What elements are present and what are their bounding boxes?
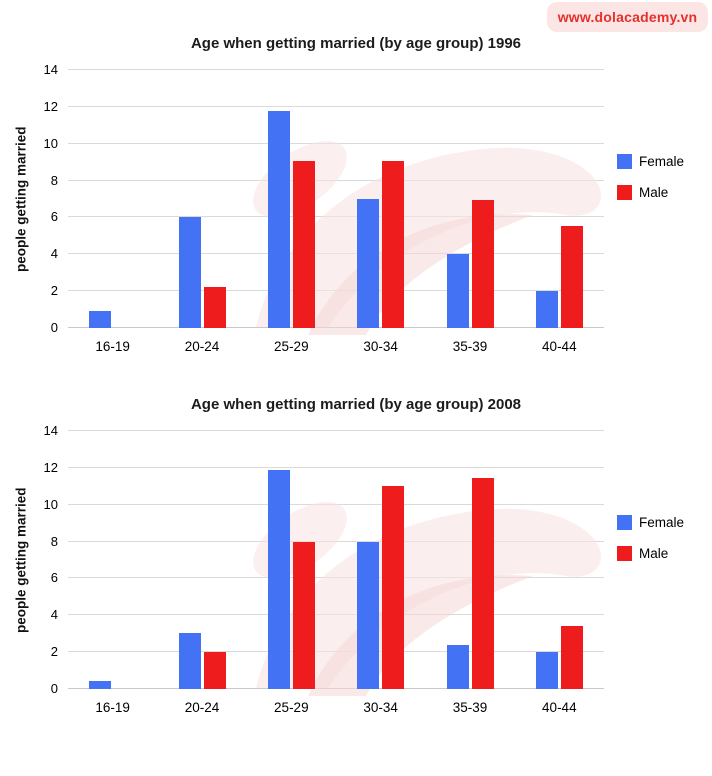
bar-female-40-44 (535, 652, 558, 689)
bar-female-40-44 (535, 291, 558, 328)
bar-male-25-29 (292, 161, 315, 328)
bar-female-30-34 (357, 541, 380, 689)
x-category-label: 16-19 (95, 339, 130, 354)
bar-female-35-39 (446, 644, 469, 689)
x-category-label: 20-24 (184, 339, 220, 354)
legend-item-female: Female (617, 154, 684, 169)
chart-title: Age when getting married (by age group) … (190, 396, 522, 413)
y-tick-label: 14 (43, 423, 58, 438)
bar-male-40-44 (560, 225, 583, 328)
watermark-badge: www.dolacademy.vn (547, 2, 708, 32)
bar-female-16-19 (89, 310, 112, 328)
y-tick-label: 10 (43, 135, 58, 151)
x-category-label: 30-34 (363, 339, 398, 354)
gridline (68, 105, 604, 107)
chart-title: Age when getting married (by age group) … (190, 35, 522, 52)
x-category-label: 40-44 (542, 339, 577, 354)
bar-male-40-44 (560, 626, 583, 689)
legend-item-male: Male (617, 185, 684, 200)
y-tick-label: 2 (50, 644, 58, 660)
y-tick-label: 12 (43, 459, 58, 475)
bar-female-25-29 (267, 469, 290, 689)
legend: Female Male (617, 515, 684, 577)
y-tick-label: 12 (43, 98, 58, 114)
x-category-label: 25-29 (274, 339, 309, 354)
gridline (68, 69, 604, 70)
y-tick-label: 2 (50, 283, 58, 299)
gridline (68, 466, 604, 468)
bar-female-20-24 (178, 632, 201, 689)
bar-female-16-19 (89, 680, 112, 689)
x-category-label: 16-19 (95, 700, 130, 715)
bar-female-20-24 (178, 217, 201, 328)
y-tick-label: 4 (50, 607, 58, 623)
legend-swatch-male (617, 546, 632, 561)
y-tick-label: 14 (43, 62, 58, 77)
bar-male-25-29 (292, 541, 315, 689)
y-tick-label: 4 (50, 246, 58, 262)
legend-swatch-female (617, 154, 632, 169)
x-category-label: 25-29 (274, 700, 309, 715)
y-tick-label: 0 (50, 681, 58, 696)
bar-male-35-39 (471, 199, 494, 328)
watermark-badge-text: www.dolacademy.vn (557, 9, 698, 25)
legend-swatch-male (617, 185, 632, 200)
y-tick-label: 8 (50, 533, 58, 549)
y-tick-label: 10 (43, 496, 58, 512)
bar-male-30-34 (382, 161, 405, 328)
legend-label: Female (639, 154, 685, 169)
x-category-label: 40-44 (542, 700, 577, 715)
y-tick-label: 6 (50, 209, 58, 225)
y-tick-label: 8 (50, 172, 58, 188)
bar-male-35-39 (471, 478, 494, 689)
legend-label: Female (639, 515, 685, 530)
legend-label: Male (639, 546, 669, 561)
legend-item-female: Female (617, 515, 684, 530)
x-category-label: 35-39 (452, 339, 488, 354)
x-category-label: 20-24 (184, 700, 220, 715)
bar-female-35-39 (446, 254, 469, 328)
legend-item-male: Male (617, 546, 684, 561)
y-tick-label: 0 (50, 320, 58, 335)
legend: Female Male (617, 154, 684, 216)
x-category-label: 35-39 (452, 700, 488, 715)
bar-female-25-29 (267, 110, 290, 328)
bar-female-30-34 (357, 199, 380, 328)
gridline (68, 430, 604, 431)
bar-male-30-34 (382, 486, 405, 689)
legend-label: Male (639, 185, 669, 200)
x-category-label: 30-34 (363, 700, 398, 715)
bar-male-20-24 (203, 286, 226, 328)
y-tick-label: 6 (50, 570, 58, 586)
chart-2008: Age when getting married (by age group) … (0, 388, 712, 733)
bar-male-20-24 (203, 652, 226, 689)
legend-swatch-female (617, 515, 632, 530)
plot-area (68, 70, 604, 328)
plot-area (68, 431, 604, 689)
chart-1996: Age when getting married (by age group) … (0, 27, 712, 372)
